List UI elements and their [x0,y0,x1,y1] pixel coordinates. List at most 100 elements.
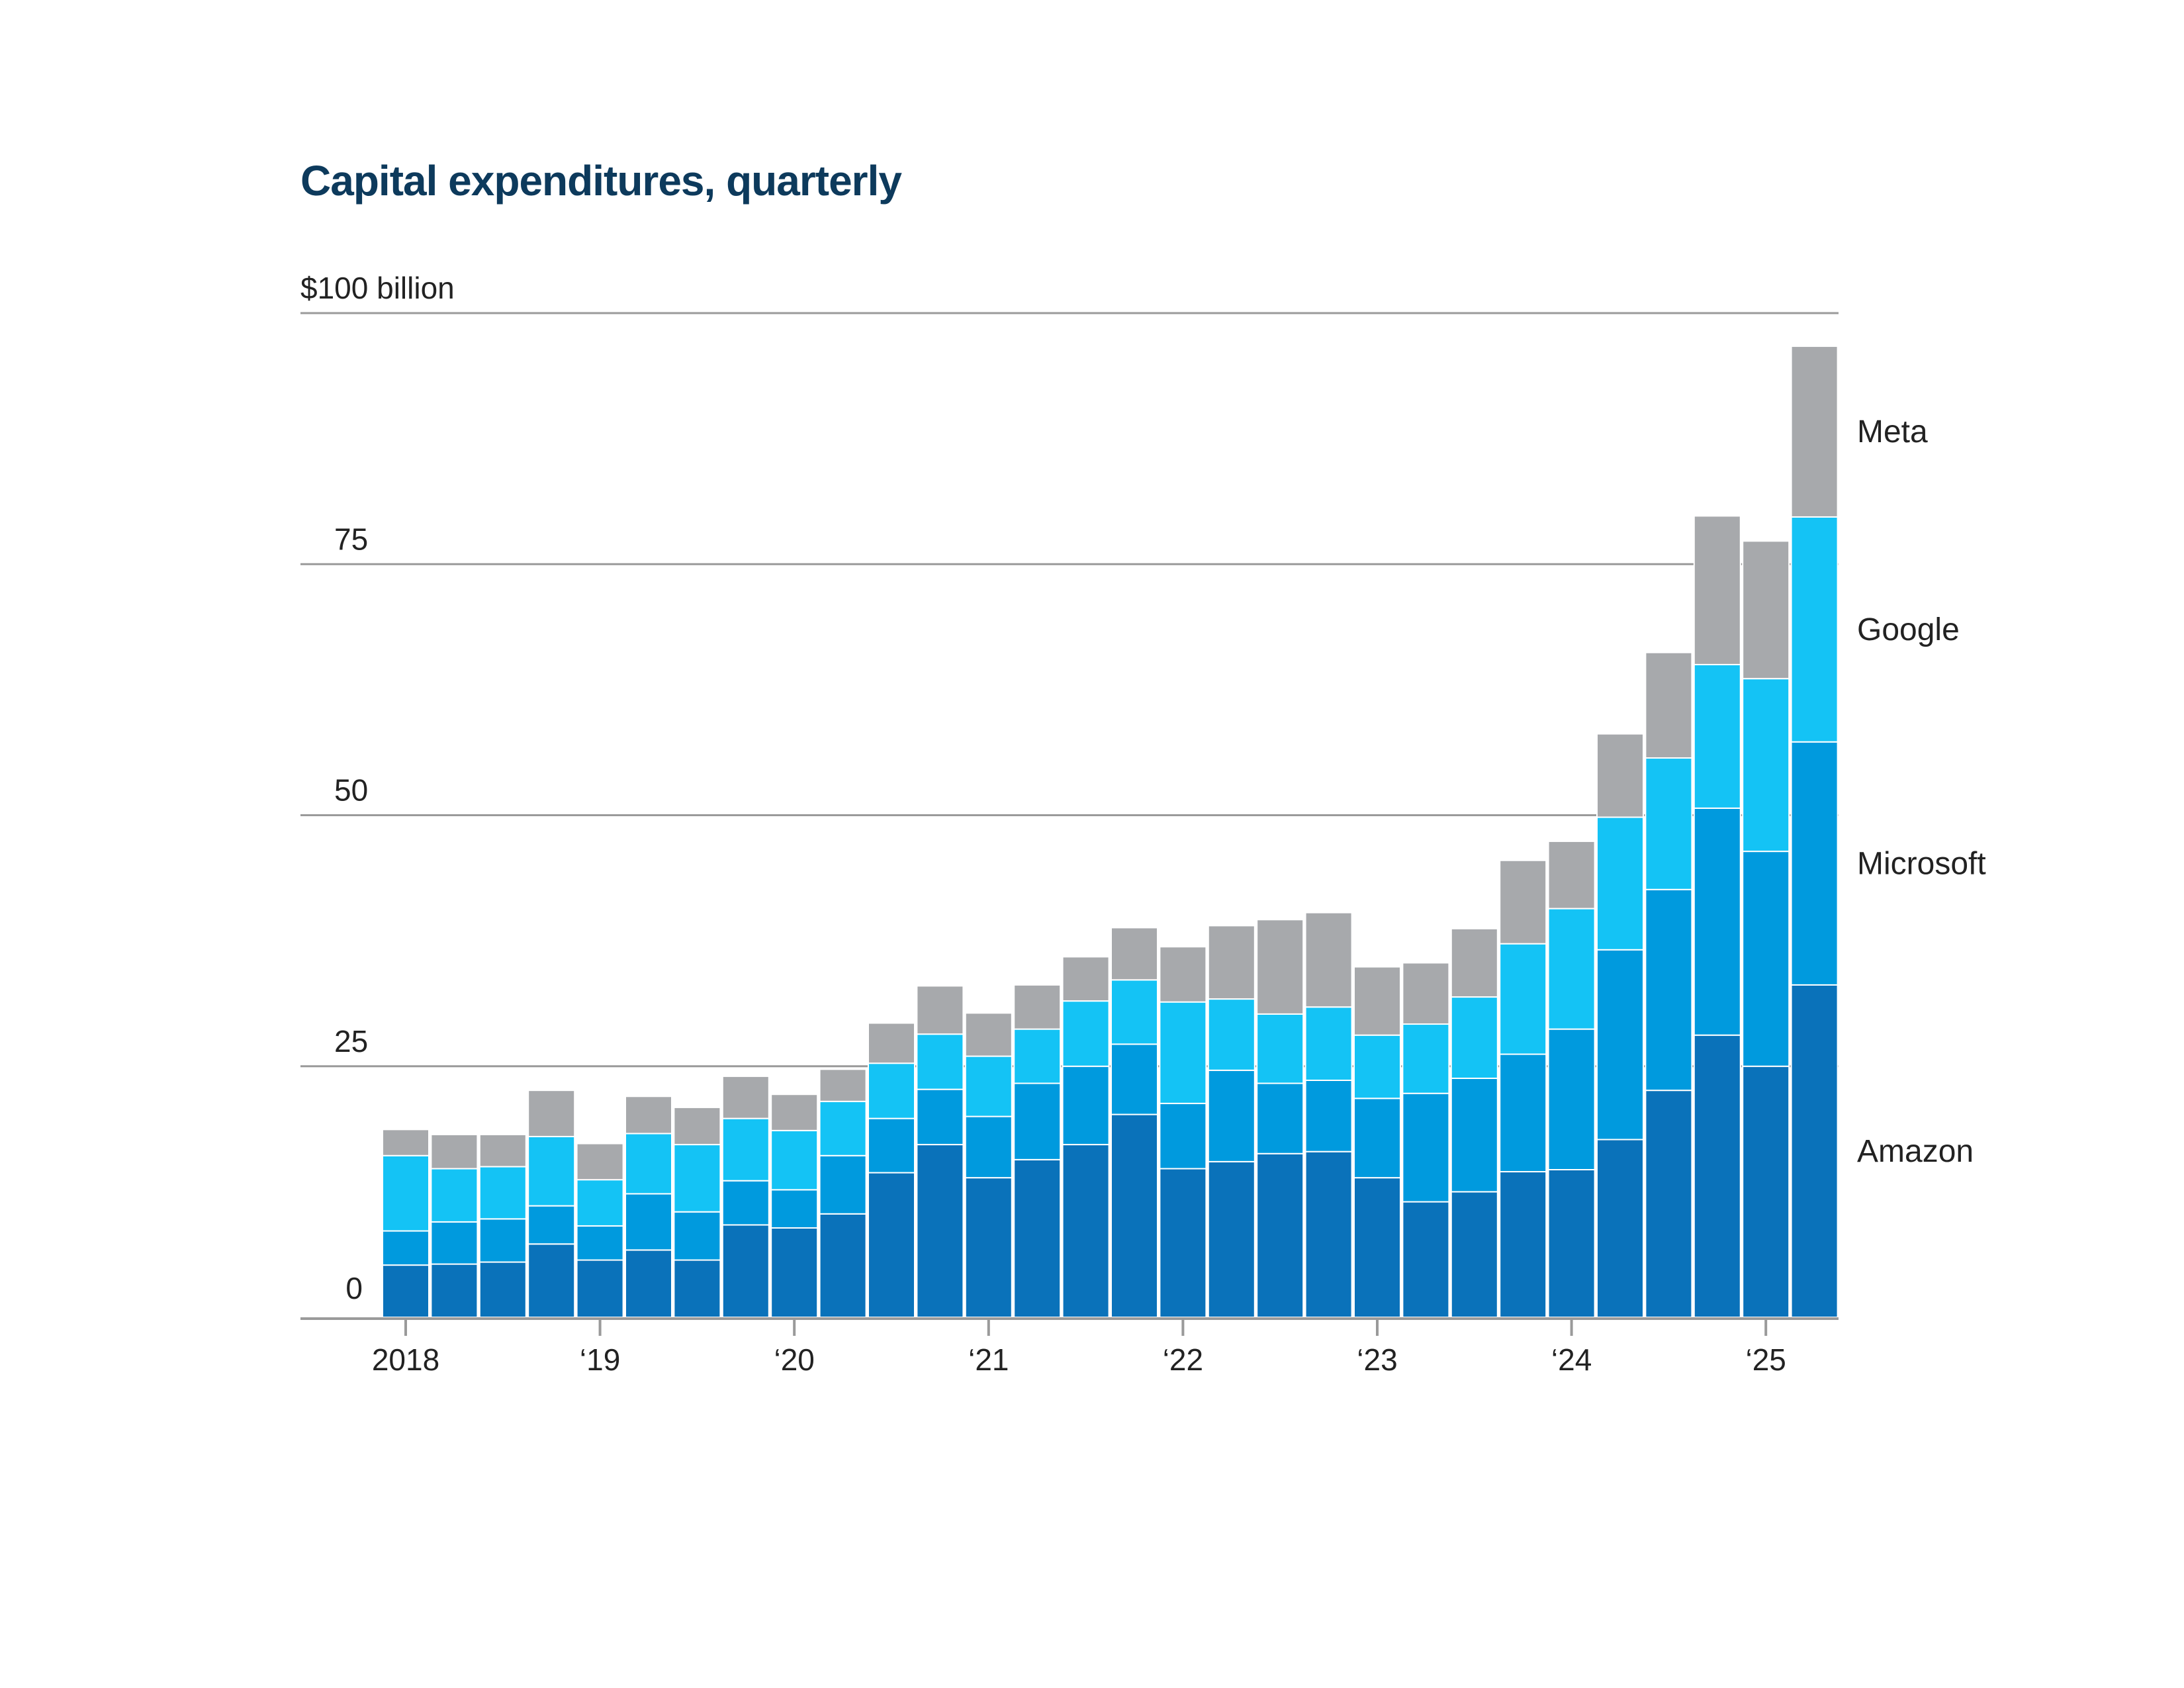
bar-segment-microsoft [1499,1053,1547,1173]
bar-segment-amazon [1304,1150,1353,1318]
bar-segment-amazon [868,1172,915,1318]
bar-segment-microsoft [964,1115,1013,1179]
bar-segment-google [1402,1023,1450,1094]
bar-segment-google [1353,1034,1401,1100]
bar-segment-meta [1645,651,1693,759]
bar-segment-microsoft [1353,1098,1401,1179]
x-tick-label: ‘23 [1357,1342,1397,1377]
bar-segment-google [1499,943,1547,1055]
bar-segment-meta [916,985,964,1035]
bar-stack [1353,966,1401,1318]
bar-stack [819,1068,867,1319]
bar-stack [964,1012,1013,1318]
bar-segment-microsoft [1645,888,1693,1092]
bar-segment-meta [1111,927,1158,981]
x-tick-label: ‘24 [1551,1342,1592,1377]
bar-stack [625,1096,672,1318]
bar-segment-amazon [1693,1034,1741,1319]
bar-segment-amazon [819,1213,867,1319]
bar-segment-meta [819,1068,867,1102]
bar-segment-amazon [1402,1201,1450,1319]
bar-segment-microsoft [1111,1043,1158,1115]
bar-segment-microsoft [478,1218,527,1263]
bar-segment-google [1159,1001,1207,1104]
bar-stack [1013,984,1062,1319]
bar-segment-google [1013,1028,1062,1084]
bar-segment-meta [478,1133,527,1168]
bar-stack [382,1129,430,1318]
series-label-amazon: Amazon [1857,1134,1974,1169]
bar-stack [576,1143,624,1319]
bar-segment-google [1790,516,1839,743]
bar-segment-meta [721,1075,770,1119]
bar-segment-meta [1402,962,1450,1025]
bar-stack [1499,859,1547,1319]
bar-stack [1742,540,1790,1318]
bar-segment-google [1645,757,1693,890]
bar-segment-microsoft [721,1180,770,1226]
bar-segment-microsoft [1207,1069,1255,1162]
bar-segment-meta [1207,925,1255,1000]
bar-stack [1304,912,1353,1318]
x-tick-label: 2018 [372,1342,439,1377]
bar-segment-meta [1013,984,1062,1030]
y-tick-label: 50 [334,773,368,808]
bar-stack [1402,962,1450,1319]
bar-segment-meta [625,1096,672,1135]
bar-segment-microsoft [1693,807,1741,1036]
bar-segment-meta [527,1090,576,1137]
bar-segment-google [1062,1000,1110,1067]
bar-segment-meta [1790,346,1839,518]
bar-segment-google [721,1117,770,1182]
bar-segment-amazon [1596,1139,1644,1318]
bar-segment-amazon [576,1259,624,1319]
bar-stack [1207,925,1255,1318]
bar-stack [1159,946,1207,1319]
bar-segment-amazon [625,1249,672,1318]
bar-segment-google [1742,678,1790,853]
bar-segment-microsoft [1062,1065,1110,1146]
bar-segment-microsoft [625,1193,672,1251]
bar-segment-amazon [1013,1158,1062,1319]
bar-segment-meta [1547,840,1596,910]
bar-segment-meta [1499,859,1547,945]
bar-segment-google [478,1166,527,1220]
bar-segment-microsoft [916,1088,964,1146]
bar-segment-microsoft [527,1205,576,1245]
bar-segment-amazon [478,1261,527,1318]
bar-stack [770,1094,819,1319]
bar-segment-google [576,1179,624,1227]
bar-segment-google [1304,1006,1353,1081]
bar-segment-google [1693,663,1741,809]
bar-segment-amazon [1256,1152,1304,1318]
bar-segment-microsoft [1256,1082,1304,1154]
bar-segment-meta [964,1012,1013,1057]
bar-segment-amazon [1547,1169,1596,1318]
x-axis: 2018 ‘19 ‘20 ‘21 ‘22 ‘23 ‘24 ‘25 [300,1317,1839,1377]
bar-stack [1256,919,1304,1318]
bar-segment-google [868,1062,915,1119]
bar-segment-amazon [1645,1090,1693,1318]
bar-segment-amazon [964,1177,1013,1318]
bar-stack [721,1075,770,1319]
x-tick-label: ‘22 [1163,1342,1203,1377]
bar-stack [673,1106,721,1319]
bar-segment-meta [868,1022,915,1064]
bar-segment-microsoft [1013,1082,1062,1160]
bar-segment-google [527,1135,576,1207]
bar-segment-google [916,1033,964,1090]
bar-segment-meta [382,1129,430,1156]
bar-stacks [382,346,1839,1319]
bar-segment-microsoft [1790,741,1839,986]
bar-segment-amazon [770,1227,819,1319]
bar-segment-meta [1159,946,1207,1003]
bar-stack [1547,840,1596,1318]
bar-segment-amazon [1062,1144,1110,1319]
bar-segment-google [964,1055,1013,1117]
bar-segment-meta [1742,540,1790,680]
bar-segment-microsoft [1596,949,1644,1141]
bar-stack [527,1090,576,1319]
bar-segment-google [673,1144,721,1213]
x-tick-label: ‘25 [1746,1342,1786,1377]
